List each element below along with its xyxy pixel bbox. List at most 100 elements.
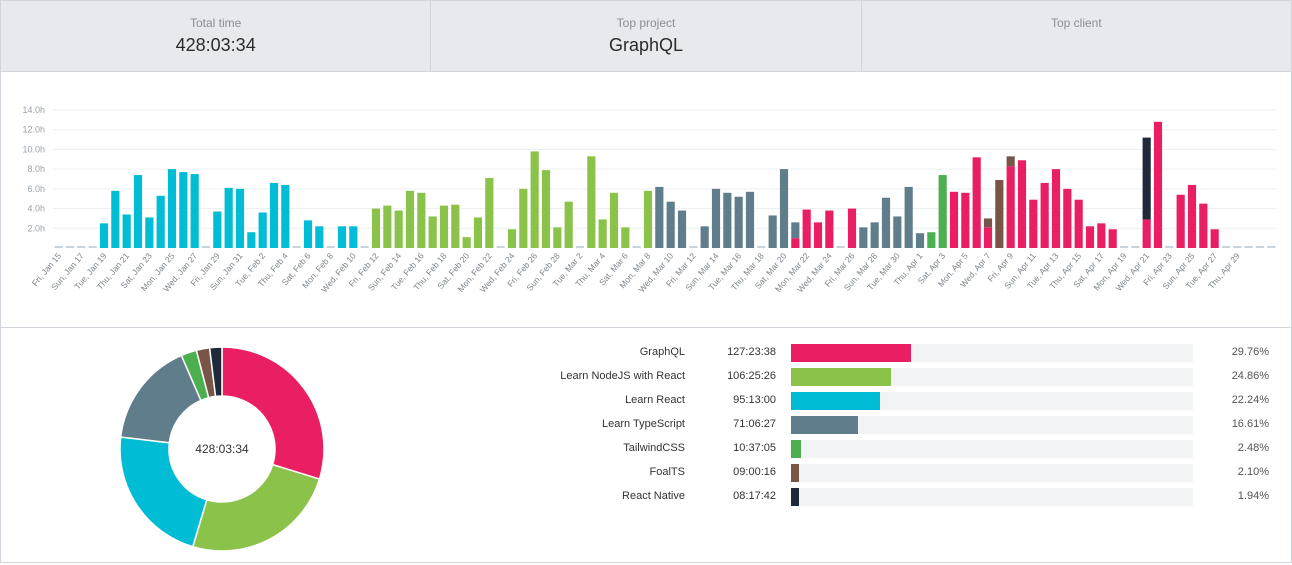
day-bar-segment[interactable]: [847, 208, 857, 248]
day-bar-segment[interactable]: [235, 188, 245, 248]
day-bar-segment[interactable]: [383, 205, 392, 248]
day-bar-segment[interactable]: [1210, 229, 1219, 248]
day-bar-segment[interactable]: [1142, 137, 1151, 220]
day-bar-segment[interactable]: [303, 220, 313, 248]
day-bar-segment[interactable]: [621, 227, 630, 248]
day-bar-segment[interactable]: [961, 192, 970, 248]
project-row[interactable]: React Native 08:17:42 1.94%: [1, 485, 1291, 509]
day-bar-segment[interactable]: [439, 205, 449, 248]
day-bar-segment[interactable]: [813, 222, 823, 248]
day-bar-segment[interactable]: [915, 233, 925, 248]
day-bar-segment[interactable]: [281, 184, 290, 248]
day-bar-segment[interactable]: [711, 188, 721, 248]
day-bar-segment[interactable]: [473, 217, 483, 248]
day-bar-segment[interactable]: [1097, 223, 1106, 248]
day-bar-segment[interactable]: [1029, 199, 1038, 248]
day-bar-segment[interactable]: [462, 237, 471, 248]
day-bar-segment[interactable]: [553, 227, 562, 248]
day-bar-segment[interactable]: [745, 191, 755, 248]
day-bar-segment[interactable]: [983, 227, 993, 248]
day-bar-segment[interactable]: [643, 190, 653, 248]
day-bar-segment[interactable]: [485, 178, 494, 248]
day-bar-segment[interactable]: [1051, 169, 1061, 248]
day-bar-segment[interactable]: [870, 222, 879, 248]
day-bar-segment[interactable]: [666, 201, 675, 248]
day-bar-segment[interactable]: [881, 197, 891, 248]
day-bar-segment[interactable]: [768, 215, 777, 248]
day-bar-segment[interactable]: [337, 226, 347, 248]
day-bar-segment[interactable]: [1017, 160, 1027, 248]
day-bar-segment[interactable]: [587, 156, 596, 248]
day-bar-segment[interactable]: [349, 226, 358, 248]
day-bar-segment[interactable]: [825, 210, 834, 248]
day-bar-segment[interactable]: [779, 169, 789, 248]
day-bar-segment[interactable]: [417, 192, 426, 248]
project-row[interactable]: FoalTS 09:00:16 2.10%: [1, 461, 1291, 485]
day-bar-segment[interactable]: [791, 222, 800, 239]
donut-slice[interactable]: [221, 346, 325, 481]
day-bar-segment[interactable]: [213, 211, 222, 248]
day-bar-segment[interactable]: [949, 191, 959, 248]
day-bar-segment[interactable]: [190, 174, 199, 248]
day-bar-segment[interactable]: [1153, 121, 1163, 248]
day-bar-segment[interactable]: [1074, 199, 1083, 248]
day-bar-segment[interactable]: [609, 192, 619, 248]
day-bar-segment[interactable]: [1142, 219, 1151, 248]
day-bar-segment[interactable]: [145, 217, 154, 248]
day-bar-segment[interactable]: [269, 182, 279, 248]
day-bar-segment[interactable]: [791, 238, 800, 248]
day-bar-segment[interactable]: [156, 195, 165, 248]
project-row[interactable]: Learn React 95:13:00 22.24%: [1, 389, 1291, 413]
day-bar-segment[interactable]: [723, 192, 732, 248]
day-bar-segment[interactable]: [507, 229, 517, 248]
day-bar-segment[interactable]: [122, 214, 131, 248]
day-bar-segment[interactable]: [655, 186, 664, 248]
day-bar-segment[interactable]: [734, 196, 743, 248]
day-bar-segment[interactable]: [1108, 229, 1117, 248]
day-bar-segment[interactable]: [1085, 226, 1095, 248]
donut-slice[interactable]: [191, 463, 321, 552]
day-bar-segment[interactable]: [972, 157, 981, 248]
project-row[interactable]: TailwindCSS 10:37:05 2.48%: [1, 437, 1291, 461]
day-bar-segment[interactable]: [983, 218, 993, 228]
day-bar-segment[interactable]: [530, 151, 539, 248]
day-bar-segment[interactable]: [247, 232, 256, 248]
day-bar-segment[interactable]: [859, 227, 868, 248]
project-row[interactable]: Learn NodeJS with React 106:25:26 24.86%: [1, 365, 1291, 389]
day-bar-segment[interactable]: [1063, 188, 1072, 248]
day-bar-segment[interactable]: [371, 208, 381, 248]
day-bar-segment[interactable]: [802, 209, 811, 248]
day-bar-segment[interactable]: [111, 190, 120, 248]
day-bar-segment[interactable]: [1199, 203, 1208, 248]
project-row[interactable]: GraphQL 127:23:38 29.76%: [1, 341, 1291, 365]
day-bar-segment[interactable]: [167, 169, 177, 248]
day-bar-segment[interactable]: [258, 212, 267, 248]
day-bar-segment[interactable]: [677, 210, 687, 248]
day-bar-segment[interactable]: [394, 210, 403, 248]
day-bar-segment[interactable]: [519, 188, 528, 248]
day-bar-segment[interactable]: [893, 216, 902, 248]
day-bar-segment[interactable]: [224, 187, 233, 248]
day-bar-segment[interactable]: [133, 175, 143, 248]
day-bar-segment[interactable]: [598, 219, 607, 248]
day-bar-segment[interactable]: [179, 172, 188, 248]
day-bar-segment[interactable]: [904, 186, 913, 248]
donut-slice[interactable]: [208, 346, 223, 398]
day-bar-segment[interactable]: [938, 175, 947, 248]
day-bar-segment[interactable]: [1040, 182, 1049, 248]
day-bar-segment[interactable]: [451, 204, 460, 248]
day-bar-segment[interactable]: [315, 226, 324, 248]
day-bar-segment[interactable]: [1187, 184, 1197, 248]
day-bar-segment[interactable]: [995, 179, 1004, 248]
day-bar-segment[interactable]: [1006, 156, 1015, 167]
day-bar-segment[interactable]: [541, 170, 551, 248]
day-bar-segment[interactable]: [1006, 166, 1015, 248]
project-row[interactable]: Learn TypeScript 71:06:27 16.61%: [1, 413, 1291, 437]
day-bar-segment[interactable]: [927, 232, 936, 248]
day-bar-segment[interactable]: [99, 223, 109, 248]
day-bar-segment[interactable]: [405, 190, 415, 248]
day-bar-segment[interactable]: [1176, 194, 1185, 248]
day-bar-segment[interactable]: [700, 226, 709, 248]
day-bar-segment[interactable]: [428, 216, 437, 248]
day-bar-segment[interactable]: [564, 201, 573, 248]
